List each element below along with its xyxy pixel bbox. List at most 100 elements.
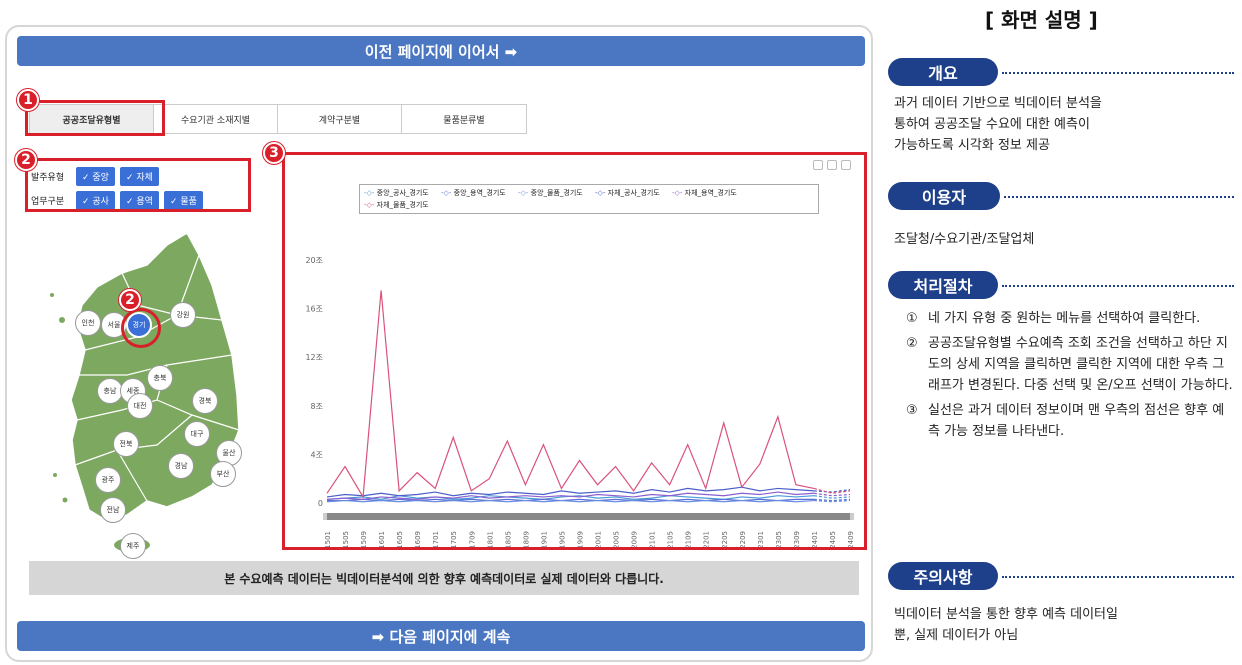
filter-row-order-type: 발주유형 ✓ 중앙 ✓ 자체	[31, 164, 203, 188]
chip-construction[interactable]: ✓ 공사	[76, 190, 115, 210]
caution-divider	[1002, 576, 1234, 578]
step-badge-3: 3	[263, 142, 285, 164]
series-line	[327, 498, 814, 502]
series-line	[326, 486, 814, 498]
x-tick-label: 202201	[703, 531, 711, 547]
forecast-line	[813, 489, 851, 493]
step-badge-2-map: 2	[119, 289, 141, 311]
region-gyeongbuk[interactable]: 경북	[192, 388, 218, 414]
tab-agency-location[interactable]: 수요기관 소재지별	[154, 105, 278, 133]
refresh-icon[interactable]	[827, 160, 837, 170]
region-jeonbuk[interactable]: 전북	[113, 431, 139, 457]
users-divider	[1004, 196, 1234, 198]
overview-pill: 개요	[888, 58, 998, 86]
x-tick-label: 202105	[667, 531, 675, 547]
x-tick-label: 202205	[721, 531, 729, 547]
x-tick-label: 202409	[847, 531, 855, 547]
prev-page-banner: 이전 페이지에 이어서 ➡	[17, 36, 865, 66]
region-daegu[interactable]: 대구	[184, 421, 210, 447]
tab-procurement-type[interactable]: 공공조달유형별	[30, 105, 154, 133]
legend-item[interactable]: -◇- 중앙_공사_경기도	[364, 189, 429, 197]
x-tick-label: 201805	[504, 531, 512, 547]
x-tick-label: 202405	[829, 531, 837, 547]
legend-item[interactable]: -◇- 자체_물품_경기도	[364, 201, 429, 209]
region-chungnam[interactable]: 충남	[97, 378, 123, 404]
region-jeonnam[interactable]: 전남	[100, 497, 126, 523]
highlight-circle-gyeonggi	[121, 308, 161, 348]
chip-central[interactable]: ✓ 중앙	[76, 166, 115, 186]
chip-service[interactable]: ✓ 용역	[119, 190, 159, 210]
x-tick-label: 202401	[811, 531, 819, 547]
tab-contract-type[interactable]: 계약구분별	[278, 105, 402, 133]
procedure-divider	[1002, 285, 1234, 287]
y-tick-label: 4조	[311, 450, 323, 459]
forecast-line	[813, 495, 851, 499]
legend-item[interactable]: -◇- 자체_용역_경기도	[672, 189, 737, 197]
region-gangwon[interactable]: 강원	[170, 302, 196, 328]
step-2: ② 공공조달유형별 수요예측 조회 조건을 선택하고 하단 지도의 상세 지역을 …	[906, 336, 1233, 393]
work-type-label: 업무구분	[31, 196, 65, 207]
export-icon[interactable]	[841, 160, 851, 170]
x-tick-label: 201909	[576, 531, 584, 547]
highlight-box-2	[25, 158, 251, 212]
x-tick-label: 201609	[414, 531, 422, 547]
x-tick-label: 202109	[685, 531, 693, 547]
series-line	[326, 491, 814, 500]
region-gwangju[interactable]: 광주	[95, 467, 121, 493]
scroll-right-arrow	[850, 513, 854, 520]
x-tick-label: 202301	[757, 531, 765, 547]
procedure-pill: 처리절차	[888, 271, 998, 299]
x-tick-label: 201605	[396, 531, 404, 547]
step-badge-1: 1	[17, 89, 39, 111]
region-jeju[interactable]: 제주	[120, 533, 146, 559]
tab-goods-class[interactable]: 물품분류별	[402, 105, 526, 133]
x-tick-label: 202009	[631, 531, 639, 547]
filter-panel: 발주유형 ✓ 중앙 ✓ 자체 업무구분 ✓ 공사 ✓ 용역 ✓ 물품	[31, 164, 203, 212]
x-tick-label: 201601	[378, 531, 386, 547]
x-tick-label: 201705	[450, 531, 458, 547]
korea-map: 인천 서울 경기 강원 충북 충남 세종 대전 경북 전북 대구 울산 경남 부…	[27, 225, 252, 559]
zoom-icon[interactable]	[813, 160, 823, 170]
chip-goods[interactable]: ✓ 물품	[163, 190, 203, 210]
caution-text: 빅데이터 분석을 통한 향후 예측 데이터일 뿐, 실제 데이터가 아님	[894, 607, 1118, 643]
users-pill: 이용자	[888, 182, 1000, 210]
chip-self[interactable]: ✓ 자체	[119, 166, 159, 186]
x-tick-label: 201709	[468, 531, 476, 547]
y-tick-label: 16조	[305, 305, 323, 314]
region-incheon[interactable]: 인천	[75, 310, 101, 336]
x-tick-label: 202209	[739, 531, 747, 547]
y-tick-label: 0	[318, 499, 323, 508]
x-tick-label: 202305	[775, 531, 783, 547]
region-chungbuk[interactable]: 충북	[147, 365, 173, 391]
order-type-label: 발주유형	[31, 172, 65, 183]
legend-item[interactable]: -◇- 중앙_물품_경기도	[518, 189, 583, 197]
step-badge-2: 2	[15, 149, 37, 171]
chart-scrollbar	[327, 513, 850, 520]
legend-item[interactable]: -◇- 중앙_용역_경기도	[441, 189, 506, 197]
x-tick-label: 201501	[324, 531, 332, 547]
x-tick-label: 201905	[558, 531, 566, 547]
y-tick-label: 20조	[305, 256, 323, 265]
region-busan[interactable]: 부산	[210, 461, 236, 487]
region-daejeon[interactable]: 대전	[127, 393, 153, 419]
overview-divider	[1002, 72, 1234, 74]
step-3: ③ 실선은 과거 데이터 정보이며 맨 우측의 점선은 향후 예측 가능 정보를 …	[906, 403, 1225, 439]
x-tick-label: 202101	[649, 531, 657, 547]
x-tick-label: 201809	[522, 531, 530, 547]
forecast-line	[813, 487, 851, 494]
legend-item[interactable]: -◇- 자체_공사_경기도	[595, 189, 660, 197]
category-tabs: 공공조달유형별 수요기관 소재지별 계약구분별 물품분류별	[29, 104, 527, 134]
x-tick-label: 201701	[432, 531, 440, 547]
x-tick-label: 201801	[486, 531, 494, 547]
description-title: [ 화면 설명 ]	[985, 8, 1098, 32]
x-tick-label: 202309	[793, 531, 801, 547]
y-tick-label: 12조	[305, 353, 323, 362]
region-gyeongnam[interactable]: 경남	[168, 453, 194, 479]
scroll-left-arrow	[323, 513, 327, 520]
users-text: 조달청/수요기관/조달업체	[894, 232, 1035, 247]
forecast-line	[813, 498, 851, 502]
x-tick-label: 201505	[342, 531, 350, 547]
series-line	[326, 499, 814, 503]
